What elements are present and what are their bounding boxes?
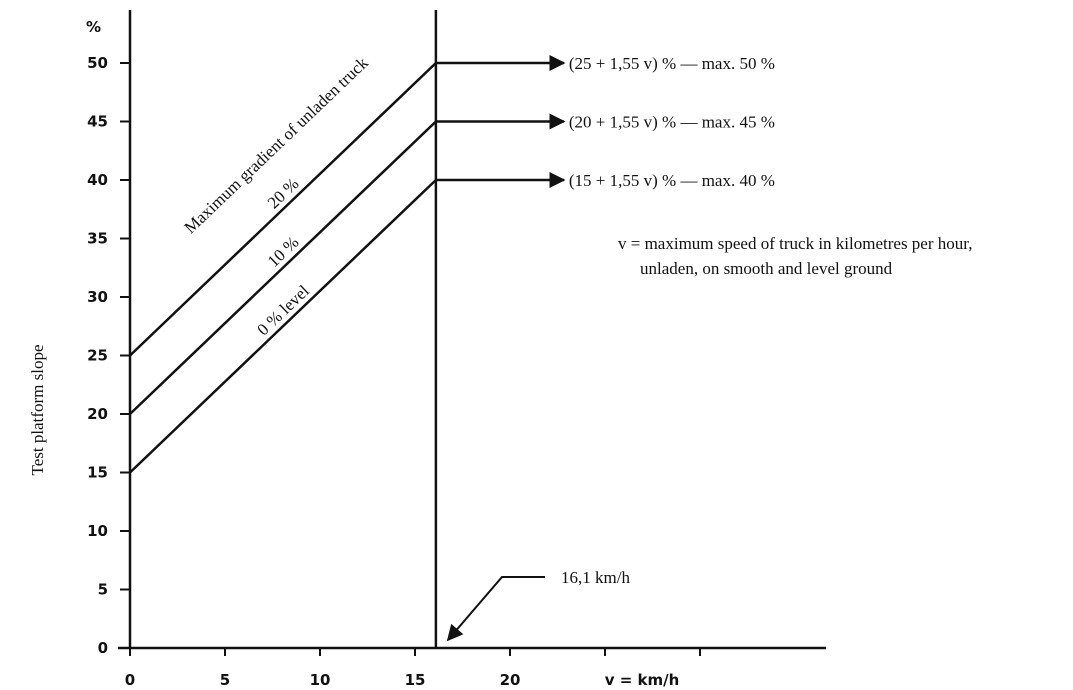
y-tick-label: 35 — [87, 230, 108, 248]
series-labels: 20 % 10 % 0 % level — [253, 174, 313, 339]
formula-annotations: (25 + 1,55 v) % — max. 50 % (20 + 1,55 v)… — [435, 54, 775, 190]
formula-label: (15 + 1,55 v) % — max. 40 % — [569, 171, 775, 190]
x-tick-label: 20 — [500, 671, 521, 689]
x-tick-label: 5 — [220, 671, 230, 689]
formula-label: (20 + 1,55 v) % — max. 45 % — [569, 113, 775, 132]
y-unit-label: % — [86, 18, 101, 36]
y-tick-label: 40 — [87, 171, 108, 189]
y-tick-label: 15 — [87, 464, 108, 482]
y-ticks: 0 5 10 15 20 25 30 35 40 45 50 — [87, 54, 130, 657]
speed-marker-label: 16,1 km/h — [561, 568, 630, 587]
series-label: 0 % level — [253, 281, 313, 339]
y-tick-label: 50 — [87, 54, 108, 72]
series-line — [129, 62, 437, 357]
y-tick-label: 5 — [98, 581, 108, 599]
x-tick-label: 0 — [125, 671, 135, 689]
y-tick-label: 25 — [87, 347, 108, 365]
series-line — [129, 179, 437, 474]
x-tick-label: 10 — [310, 671, 331, 689]
y-tick-label: 20 — [87, 405, 108, 423]
y-tick-label: 10 — [87, 522, 108, 540]
y-axis-label: Test platform slope — [28, 344, 47, 475]
note-line-1: v = maximum speed of truck in kilometres… — [618, 234, 973, 253]
series-label: 10 % — [264, 233, 303, 271]
y-tick-label: 30 — [87, 288, 108, 306]
note-line-2: unladen, on smooth and level ground — [640, 259, 893, 278]
series-lines — [129, 62, 437, 474]
formula-label: (25 + 1,55 v) % — max. 50 % — [569, 54, 775, 73]
series-label: 20 % — [264, 174, 303, 212]
x-ticks: 0 5 10 15 20 — [125, 648, 701, 689]
y-tick-label: 45 — [87, 113, 108, 131]
x-tick-label: 15 — [405, 671, 426, 689]
y-tick-label: 0 — [98, 639, 108, 657]
speed-marker-arrow — [446, 576, 545, 642]
series-line — [129, 120, 437, 415]
x-axis-label: v = km/h — [605, 671, 680, 689]
